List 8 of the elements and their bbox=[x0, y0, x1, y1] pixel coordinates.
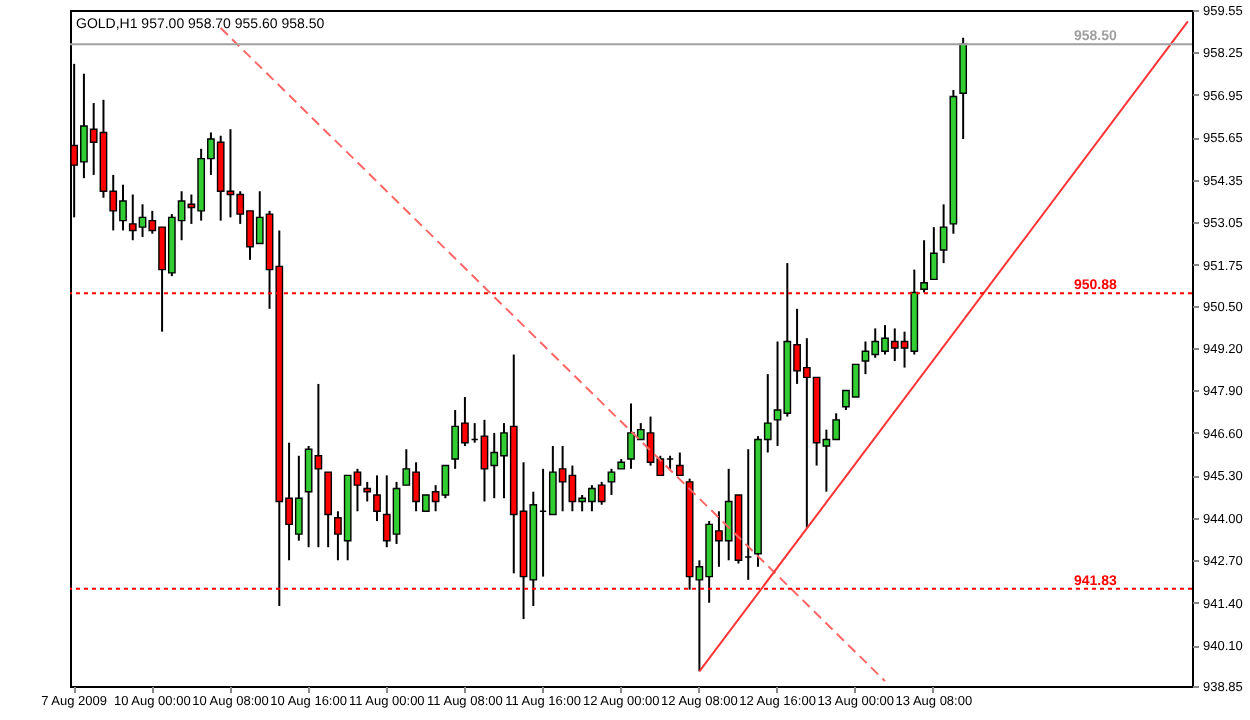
candlestick bbox=[373, 474, 381, 523]
candlestick bbox=[920, 239, 928, 294]
candlestick bbox=[363, 480, 372, 503]
candlestick bbox=[939, 203, 948, 265]
candlestick bbox=[929, 226, 938, 281]
candlestick bbox=[607, 467, 616, 496]
candlestick bbox=[324, 471, 333, 549]
candlestick bbox=[675, 451, 684, 477]
